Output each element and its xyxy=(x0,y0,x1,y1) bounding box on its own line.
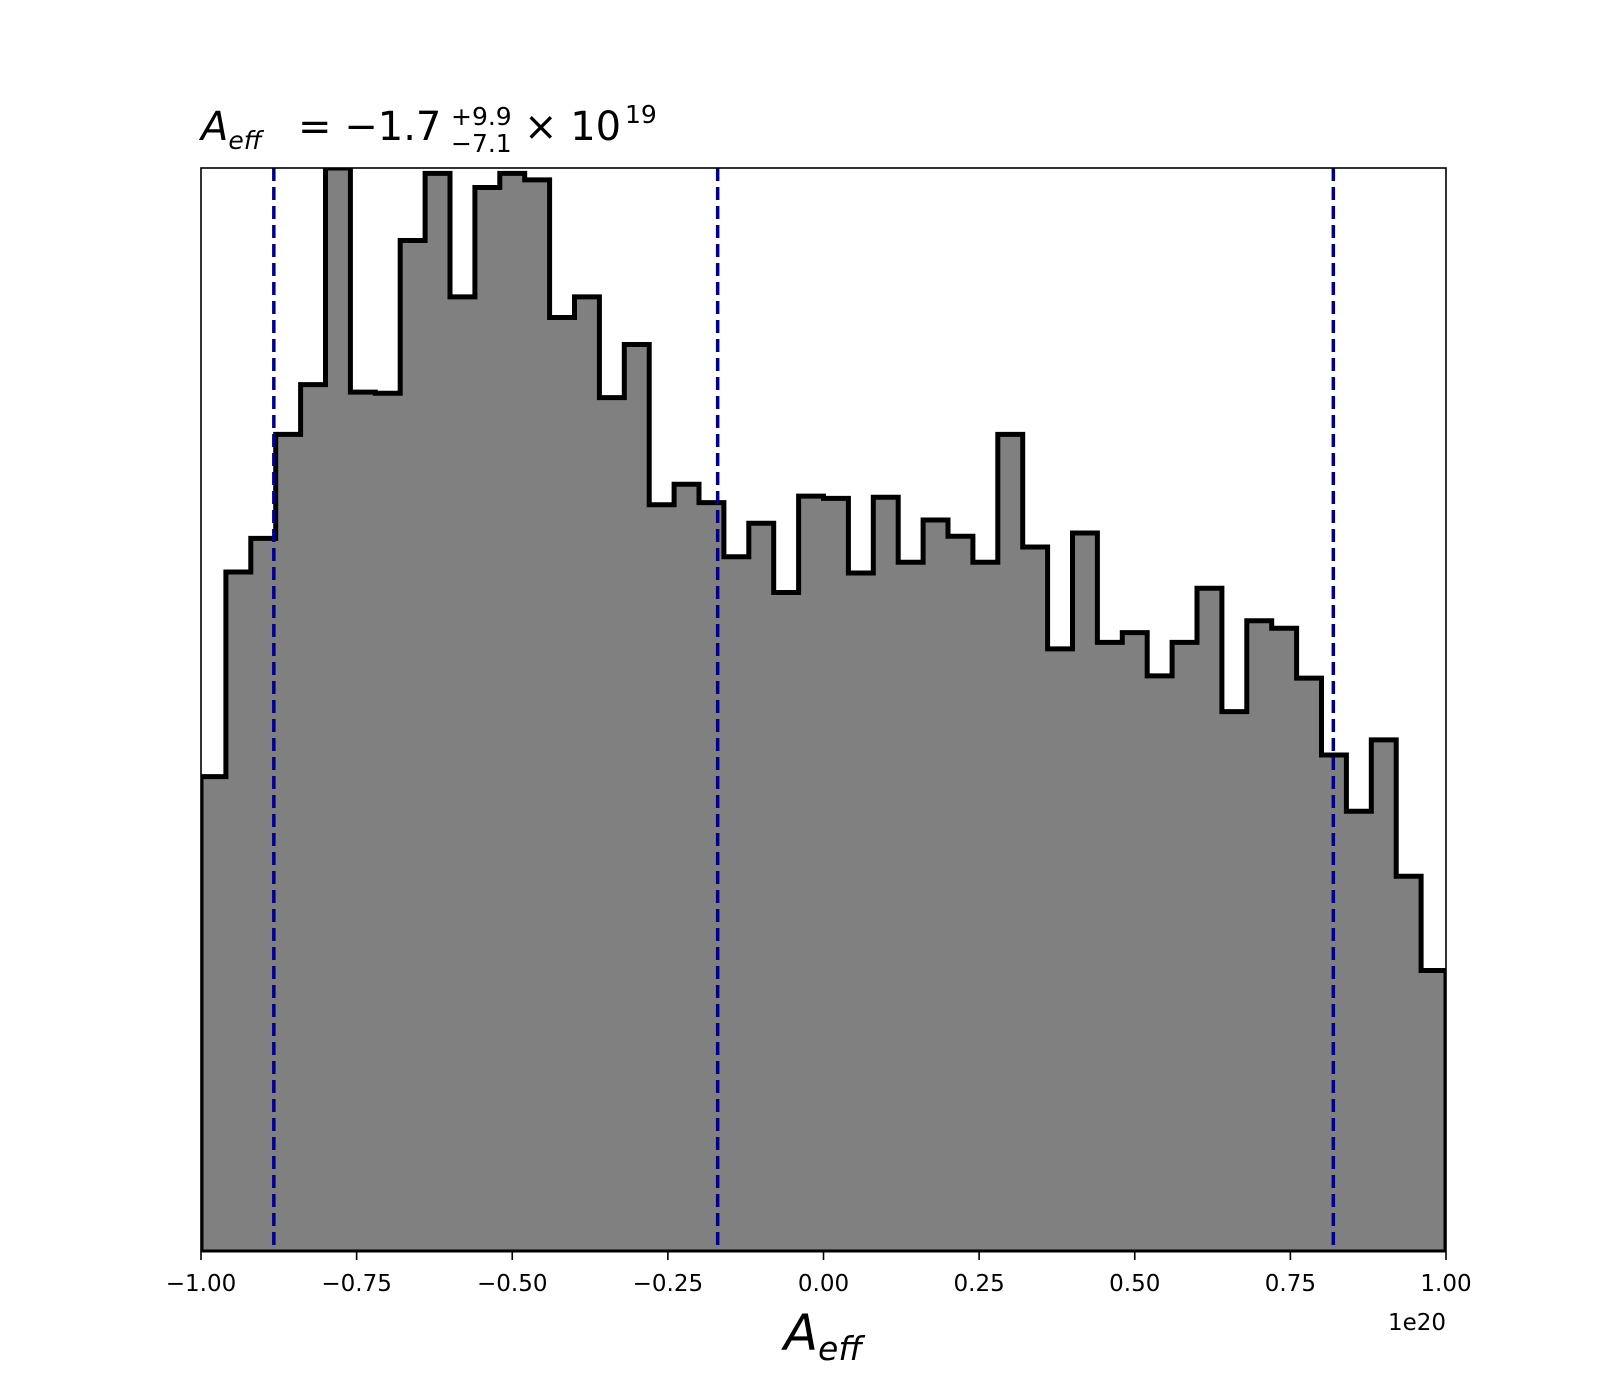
histogram-bar xyxy=(823,498,849,1251)
histogram-bar xyxy=(524,179,551,1251)
histogram-bar xyxy=(1421,970,1446,1251)
histogram-bar xyxy=(1022,547,1049,1251)
x-tick-label: −0.25 xyxy=(633,1271,703,1297)
histogram-bar xyxy=(300,384,327,1251)
histogram-bar xyxy=(1172,642,1198,1251)
x-offset-label: 1e20 xyxy=(1388,1310,1446,1336)
histogram-bar xyxy=(425,173,451,1251)
title-median: −1.7 xyxy=(344,104,441,150)
histogram-bar xyxy=(225,571,252,1251)
xlabel-subscript: eff xyxy=(818,1329,865,1368)
histogram-bar xyxy=(375,393,401,1251)
x-tick-label: 0.75 xyxy=(1265,1271,1316,1297)
histogram-bar xyxy=(1296,678,1323,1251)
histogram-bar xyxy=(1221,711,1248,1251)
histogram-bar xyxy=(1197,588,1223,1251)
histogram-bar xyxy=(923,519,949,1251)
histogram-bar xyxy=(798,496,825,1251)
histogram-outline xyxy=(201,168,1446,1251)
title-equals: = xyxy=(298,104,344,150)
title-symbol: A xyxy=(198,104,228,150)
histogram-bar xyxy=(873,497,899,1251)
histogram-bar xyxy=(574,296,600,1251)
title-subscript: eff xyxy=(228,126,264,155)
x-tick-label: −0.50 xyxy=(477,1271,547,1297)
histogram-bar xyxy=(549,317,576,1251)
histogram-bar xyxy=(1396,876,1422,1251)
quantile-lines xyxy=(272,168,1336,1251)
title-lower-error: −7.1 xyxy=(451,129,512,158)
x-tick-label: 0.50 xyxy=(1109,1271,1160,1297)
histogram-bar xyxy=(948,536,974,1251)
histogram-bar xyxy=(624,344,650,1251)
x-axis-ticks: −1.00 −0.75 −0.50 −0.25 0.00 0.25 0.50 0.75 1.00 xyxy=(166,1251,1472,1297)
histogram-bar xyxy=(350,392,376,1251)
histogram-bar xyxy=(723,556,750,1251)
x-tick-label: 0.00 xyxy=(798,1271,849,1297)
xlabel-symbol: A xyxy=(781,1304,818,1362)
histogram-bar xyxy=(1047,648,1074,1251)
chart-title: Aeff = −1.7 xyxy=(198,104,441,155)
histogram-bar xyxy=(250,538,277,1251)
histogram-bar xyxy=(599,397,625,1251)
histogram-bars xyxy=(201,168,1446,1251)
histogram-bar xyxy=(325,168,351,1251)
histogram-bar xyxy=(1147,675,1173,1251)
histogram-bar xyxy=(1122,632,1148,1251)
histogram-bar xyxy=(400,240,426,1251)
histogram-bar xyxy=(474,187,501,1251)
histogram-bar xyxy=(1371,739,1397,1251)
histogram-bar xyxy=(649,504,675,1251)
histogram-bar xyxy=(499,173,526,1251)
histogram-bar xyxy=(972,562,999,1251)
title-upper-error: +9.9 xyxy=(451,102,512,131)
title-exponent: 19 xyxy=(625,100,657,129)
histogram-bar xyxy=(1346,811,1372,1251)
histogram-bar xyxy=(997,434,1024,1251)
x-tick-label: 0.25 xyxy=(954,1271,1005,1297)
histogram-bar xyxy=(275,434,302,1251)
histogram-bar xyxy=(699,502,725,1251)
histogram-bar xyxy=(201,776,227,1251)
histogram-bar xyxy=(1072,532,1098,1251)
x-tick-label: −0.75 xyxy=(321,1271,391,1297)
x-tick-label: −1.00 xyxy=(166,1271,236,1297)
histogram-bar xyxy=(748,523,775,1251)
histogram-bar xyxy=(848,573,874,1251)
histogram-bar xyxy=(1097,642,1123,1251)
title-times-ten: × 10 xyxy=(524,104,621,150)
x-axis-label: Aeff xyxy=(781,1304,866,1368)
x-tick-label: 1.00 xyxy=(1420,1271,1471,1297)
histogram-bar xyxy=(1246,620,1273,1251)
histogram-bar xyxy=(1271,628,1298,1251)
histogram-bar xyxy=(898,562,924,1251)
histogram-bar xyxy=(674,484,700,1251)
histogram-bar xyxy=(773,592,800,1251)
histogram-bar xyxy=(450,296,476,1251)
